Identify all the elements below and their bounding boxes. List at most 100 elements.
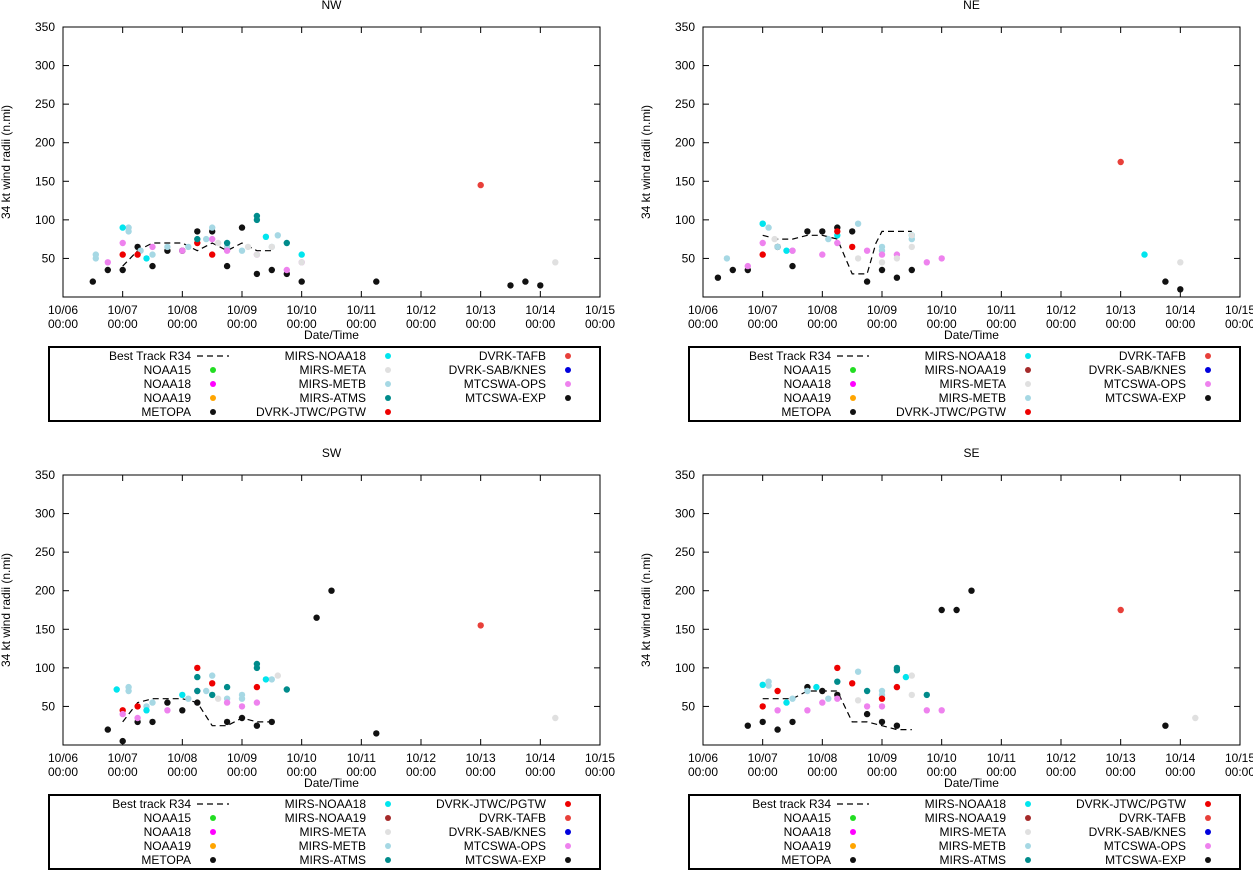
point-dvrk-jtwc-pgtw — [893, 683, 901, 691]
point-mirs-meta — [893, 255, 901, 262]
legend-dot-swatch — [565, 815, 571, 821]
point-dvrk-tafb — [477, 181, 484, 189]
y-axis-label: 34 kt wind radii (n.mi) — [639, 105, 653, 219]
legend-label: MIRS-ATMS — [300, 391, 366, 405]
point-mtcswa-ops — [104, 259, 112, 266]
x-tick-date: 10/08 — [807, 751, 837, 765]
legend-dot-swatch — [385, 815, 391, 821]
point-mirs-atms — [209, 691, 216, 699]
x-tick-time: 00:00 — [287, 765, 317, 779]
legend-label: MTCSWA-EXP — [1105, 391, 1186, 405]
x-tick-date: 10/10 — [927, 303, 957, 317]
point-mtcswa-ops — [819, 699, 826, 706]
point-mirs-metb — [789, 695, 796, 702]
legend-dot-swatch — [1205, 801, 1211, 807]
x-tick-time: 00:00 — [1046, 765, 1076, 779]
legend-dot-swatch — [210, 857, 216, 863]
x-tick-date: 10/07 — [748, 751, 778, 765]
point-mtcswa-exp — [149, 718, 156, 726]
point-mirs-meta — [214, 695, 222, 702]
x-axis-label: Date/Time — [304, 328, 359, 342]
legend-dot-swatch — [565, 857, 571, 863]
legend-label: DVRK-JTWC/PGTW — [896, 405, 1007, 419]
x-tick-date: 10/12 — [1046, 303, 1076, 317]
point-mirs-metb — [149, 251, 156, 258]
x-tick-time: 00:00 — [1046, 317, 1076, 331]
legend-label: MTCSWA-OPS — [464, 839, 546, 853]
point-mtcswa-exp — [878, 266, 886, 274]
legend-label: NOAA15 — [144, 363, 192, 377]
legend-label: MIRS-NOAA18 — [285, 797, 367, 811]
x-tick-time: 00:00 — [525, 765, 555, 779]
best-track-line — [122, 698, 272, 727]
point-dvrk-jtwc-pgtw — [878, 695, 886, 702]
legend-label: Best track R34 — [752, 797, 831, 811]
point-mirs-metb — [209, 672, 216, 679]
legend-label: MIRS-ATMS — [300, 853, 366, 867]
point-dvrk-jtwc-pgtw — [134, 703, 141, 710]
legend-dot-swatch — [1025, 353, 1031, 359]
point-mirs-atms — [194, 235, 201, 243]
point-mtcswa-exp — [789, 262, 796, 270]
point-mirs-meta — [878, 259, 886, 266]
x-tick-date: 10/11 — [987, 751, 1016, 765]
point-mirs-meta — [552, 259, 559, 266]
x-tick-date: 10/10 — [927, 751, 957, 765]
point-mirs-noaa18 — [262, 676, 270, 683]
y-tick-label: 50 — [682, 699, 696, 713]
legend-dot-swatch — [385, 801, 391, 807]
legend-dot-swatch — [385, 829, 391, 835]
point-mtcswa-ops — [209, 235, 216, 243]
best-track-line — [762, 230, 912, 275]
point-mtcswa-ops — [759, 239, 766, 247]
legend-dot-swatch — [1025, 409, 1031, 415]
point-mirs-meta — [908, 691, 915, 699]
x-tick-date: 10/06 — [688, 751, 718, 765]
point-mtcswa-exp — [194, 228, 201, 235]
x-tick-time: 00:00 — [406, 765, 436, 779]
x-tick-time: 00:00 — [406, 317, 436, 331]
legend-label: MIRS-METB — [299, 377, 366, 391]
point-mtcswa-ops — [878, 251, 886, 258]
x-tick-date: 10/06 — [48, 751, 78, 765]
x-tick-date: 10/09 — [227, 303, 257, 317]
y-tick-label: 250 — [675, 545, 695, 559]
point-mtcswa-exp — [774, 726, 781, 733]
point-mtcswa-ops — [923, 707, 930, 714]
point-mirs-meta — [244, 243, 252, 251]
y-tick-label: 250 — [35, 545, 55, 559]
legend-dot-swatch — [385, 367, 391, 373]
legend-label: DVRK-SAB/KNES — [1089, 825, 1186, 839]
point-mirs-noaa18 — [902, 673, 910, 681]
plot-frame — [702, 474, 1241, 746]
point-mtcswa-exp — [268, 718, 275, 726]
legend-label: NOAA18 — [144, 825, 192, 839]
point-mirs-atms — [223, 683, 231, 691]
point-mirs-atms — [863, 687, 871, 695]
x-tick-date: 10/08 — [167, 751, 197, 765]
legend-dot-swatch — [1205, 815, 1211, 821]
point-mtcswa-exp — [804, 228, 811, 235]
legend-dot-swatch — [385, 857, 391, 863]
x-tick-date: 10/13 — [466, 303, 496, 317]
legend-dot-swatch — [565, 843, 571, 849]
point-mtcswa-exp — [893, 274, 901, 281]
point-mirs-noaa18 — [262, 233, 270, 240]
y-tick-label: 300 — [675, 507, 695, 521]
legend-dot-swatch — [850, 367, 856, 373]
point-mirs-metb — [149, 699, 156, 706]
point-mtcswa-exp — [893, 722, 901, 729]
point-mirs-atms — [194, 687, 201, 695]
point-dvrk-jtwc-pgtw — [849, 680, 856, 687]
point-mirs-metb — [238, 247, 246, 254]
x-tick-time: 00:00 — [807, 765, 837, 779]
legend-dot-swatch — [1025, 395, 1031, 401]
point-mtcswa-exp — [194, 699, 201, 706]
point-mirs-metb — [854, 668, 862, 675]
x-tick-time: 00:00 — [1106, 765, 1136, 779]
point-dvrk-tafb — [1117, 606, 1124, 614]
x-tick-time: 00:00 — [1225, 765, 1253, 779]
point-dvrk-jtwc-pgtw — [253, 683, 261, 691]
point-mtcswa-ops — [878, 703, 886, 710]
x-tick-time: 00:00 — [346, 317, 376, 331]
